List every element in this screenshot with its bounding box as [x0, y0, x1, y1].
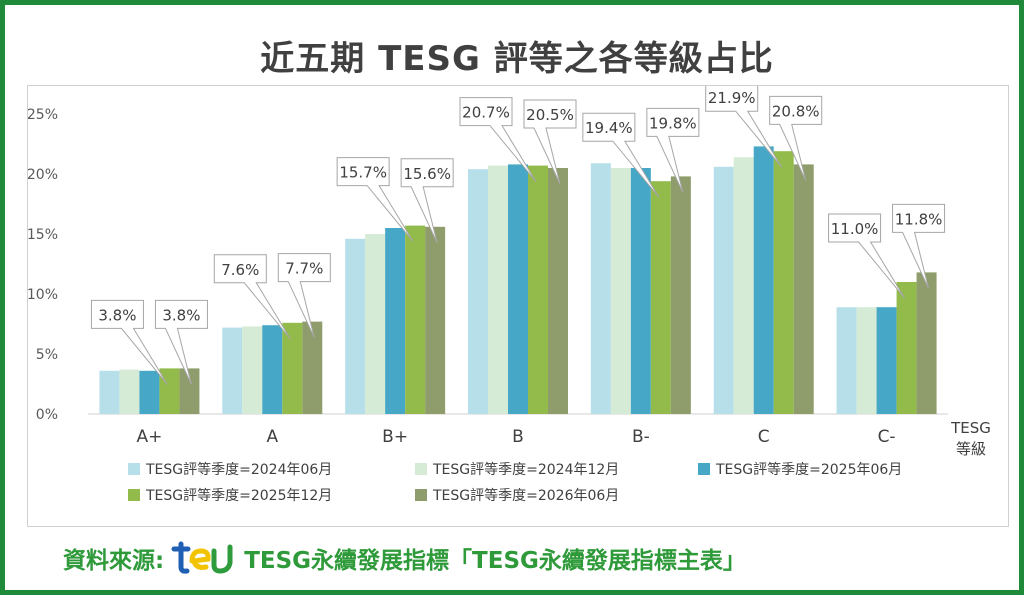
legend-label: TESG評等季度=2024年12月 — [432, 461, 619, 478]
bar-A-s2 — [262, 325, 283, 414]
x-tick-label: C- — [878, 427, 896, 447]
data-label: 20.5% — [526, 106, 574, 124]
legend-label: TESG評等季度=2025年12月 — [145, 487, 332, 504]
bar-B-s3 — [528, 165, 548, 414]
y-tick-label: 25% — [28, 107, 58, 123]
data-callout-box — [336, 157, 414, 242]
data-callout-box — [582, 112, 660, 198]
data-callout-box — [90, 299, 168, 385]
y-tick-label: 20% — [28, 167, 58, 183]
data-label: 19.8% — [649, 114, 697, 132]
data-callout-box — [459, 97, 537, 182]
data-callout-box — [400, 158, 454, 244]
bar-B--s2 — [630, 168, 651, 414]
data-label: 3.8% — [162, 306, 200, 324]
bar-B+-s1 — [365, 234, 386, 414]
bar-B-s1 — [488, 165, 508, 414]
bar-B-s4 — [548, 168, 568, 414]
bar-C-s0 — [713, 166, 734, 414]
bar-B+-s0 — [345, 238, 366, 414]
legend-swatch — [128, 463, 140, 475]
source-line: 資料來源: TESG永續發展指標「TESG永續發展指標主表」 — [63, 540, 746, 576]
bar-B-s2 — [508, 164, 528, 414]
bar-A+-s2 — [139, 370, 160, 414]
legend-label: TESG評等季度=2025年06月 — [715, 461, 902, 478]
bar-B-s0 — [468, 169, 488, 414]
data-label: 7.7% — [285, 260, 323, 278]
data-callout-box — [828, 213, 905, 299]
data-callout-box — [646, 107, 700, 193]
bar-A-s0 — [222, 327, 243, 414]
bar-C-s3 — [773, 151, 794, 414]
source-prefix: 資料來源: — [63, 548, 165, 574]
x-tick-label: C — [758, 427, 770, 447]
data-label: 19.4% — [585, 119, 633, 137]
legend-label: TESG評等季度=2026年06月 — [432, 487, 619, 504]
data-label: 20.7% — [462, 104, 510, 122]
data-callout-box — [523, 99, 577, 185]
bar-B+-s4 — [425, 226, 446, 414]
data-callout-box — [277, 253, 331, 338]
bar-B--s4 — [670, 176, 691, 414]
bar-C-s2 — [753, 146, 774, 414]
chart-title: 近五期 TESG 評等之各等級占比 — [260, 39, 774, 79]
legend-label: TESG評等季度=2024年06月 — [145, 461, 332, 478]
data-label: 11.8% — [895, 210, 943, 228]
data-callout-box — [213, 254, 291, 340]
bar-C--s0 — [836, 307, 857, 414]
data-callout-box — [769, 95, 823, 181]
x-axis-title-line2: 等級 — [956, 440, 986, 458]
bar-C-s1 — [733, 157, 754, 414]
bar-A-s1 — [242, 326, 263, 414]
y-tick-label: 10% — [28, 287, 58, 303]
data-label: 15.6% — [403, 165, 451, 183]
bar-C--s2 — [876, 307, 897, 414]
bar-B--s3 — [650, 181, 671, 414]
bar-A+-s0 — [99, 370, 120, 414]
tesg-logo-icon — [171, 541, 233, 574]
source-text: TESG永續發展指標「TESG永續發展指標主表」 — [244, 548, 746, 574]
x-tick-label: A — [266, 427, 278, 447]
data-label: 11.0% — [831, 220, 879, 238]
data-callout-box — [705, 82, 783, 168]
bar-B--s1 — [610, 168, 631, 414]
x-tick-label: A+ — [136, 427, 162, 447]
legend-swatch — [415, 463, 427, 475]
bar-A+-s1 — [119, 369, 140, 414]
legend-swatch — [415, 489, 427, 501]
data-label: 21.9% — [708, 89, 756, 107]
data-label: 15.7% — [339, 164, 387, 182]
bar-B+-s3 — [405, 225, 426, 414]
bar-A-s4 — [302, 321, 323, 414]
bar-C-s4 — [793, 164, 814, 414]
y-tick-label: 5% — [36, 347, 58, 363]
legend-swatch — [128, 489, 140, 501]
y-tick-label: 15% — [28, 227, 58, 243]
data-label: 3.8% — [98, 306, 136, 324]
bar-B+-s2 — [385, 228, 406, 414]
bar-C--s4 — [916, 272, 937, 414]
x-tick-label: B+ — [382, 427, 408, 447]
legend-swatch — [698, 463, 710, 475]
bar-B--s0 — [590, 163, 611, 414]
bar-C--s1 — [856, 307, 877, 414]
bar-A-s3 — [282, 322, 303, 414]
x-tick-label: B — [512, 427, 524, 447]
x-tick-label: B- — [632, 427, 650, 447]
bar-A+-s4 — [179, 368, 200, 414]
data-callout-box — [154, 299, 208, 385]
data-label: 20.8% — [772, 102, 820, 120]
plot-area: 0% 5% 10% 15% 20% 25% A+ A B+ B B- C C- 3.8% 3.8% 7.6% 7… — [27, 82, 1009, 527]
data-label: 7.6% — [221, 261, 259, 279]
y-tick-label: 0% — [36, 407, 58, 423]
x-axis-title-line1: TESG — [950, 419, 991, 437]
data-callout-box — [892, 203, 946, 289]
bar-chart: 0% 5% 10% 15% 20% 25% A+ A B+ B B- C C- 3.8% 3.8% 7.6% 7… — [27, 82, 991, 504]
bar-C--s3 — [896, 282, 917, 414]
